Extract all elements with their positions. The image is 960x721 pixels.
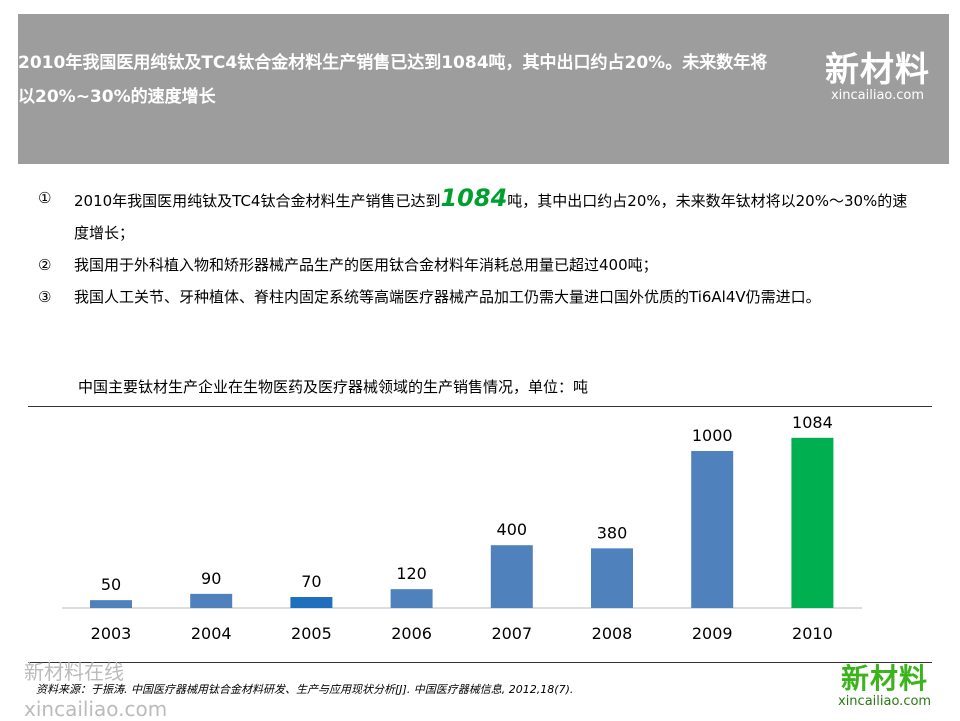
highlight-value: 1084 (440, 184, 508, 212)
source-note: 资料来源：于振涛. 中国医疗器械用钛合金材料研发、生产与应用现状分析[J]. 中… (36, 683, 574, 696)
header-banner (18, 14, 949, 164)
data-label: 90 (201, 569, 221, 588)
x-tick-label: 2006 (391, 624, 432, 643)
bar-2006 (390, 589, 433, 608)
bullet-item: ① 2010年我国医用纯钛及TC4钛合金材料生产销售已达到1084吨，其中出口约占… (38, 184, 908, 242)
bar-2003 (90, 600, 132, 608)
x-tick-label: 2007 (491, 624, 532, 643)
bar-2004 (190, 593, 233, 608)
x-tick-label: 2005 (291, 624, 332, 643)
x-tick-label: 2004 (191, 624, 232, 643)
logo-bottom: 新材料 xincailiao.com (838, 662, 932, 710)
data-label: 70 (301, 572, 321, 591)
x-tick-label: 2010 (792, 624, 833, 643)
data-label: 120 (396, 564, 427, 583)
bar-2007 (490, 545, 533, 608)
bullet-item: ③ 我国人工关节、牙种植体、脊柱内固定系统等高端医疗器械产品加工仍需大量进口国外优… (38, 288, 821, 306)
watermark-en: xincailiao.com (24, 697, 168, 721)
data-label: 380 (597, 523, 628, 542)
bullet-item: ② 我国用于外科植入物和矫形器械产品生产的医用钛合金材料年消耗总用量已超过400吨… (38, 256, 658, 274)
bar-2010 (791, 437, 834, 608)
data-label: 1000 (692, 426, 733, 445)
logo: 新材料 xincailiao.com (825, 50, 930, 103)
divider (28, 662, 932, 663)
divider (28, 406, 932, 407)
data-label: 1084 (792, 413, 833, 432)
x-tick-label: 2003 (91, 624, 132, 643)
watermark-cn: 新材料在线 (24, 660, 124, 684)
chart-title: 中国主要钛材生产企业在生物医药及医疗器械领域的生产销售情况，单位：吨 (78, 378, 589, 396)
bullet-list: ① 2010年我国医用纯钛及TC4钛合金材料生产销售已达到1084吨，其中出口约占… (38, 182, 918, 313)
data-label: 400 (497, 520, 528, 539)
page-title: 2010年我国医用纯钛及TC4钛合金材料生产销售已达到1084吨，其中出口约占2… (18, 53, 768, 107)
bar-2005 (290, 597, 333, 608)
bar-2009 (691, 451, 734, 608)
x-tick-label: 2008 (592, 624, 633, 643)
data-label: 50 (101, 575, 121, 594)
x-tick-label: 2009 (692, 624, 733, 643)
bar-2008 (591, 548, 633, 608)
